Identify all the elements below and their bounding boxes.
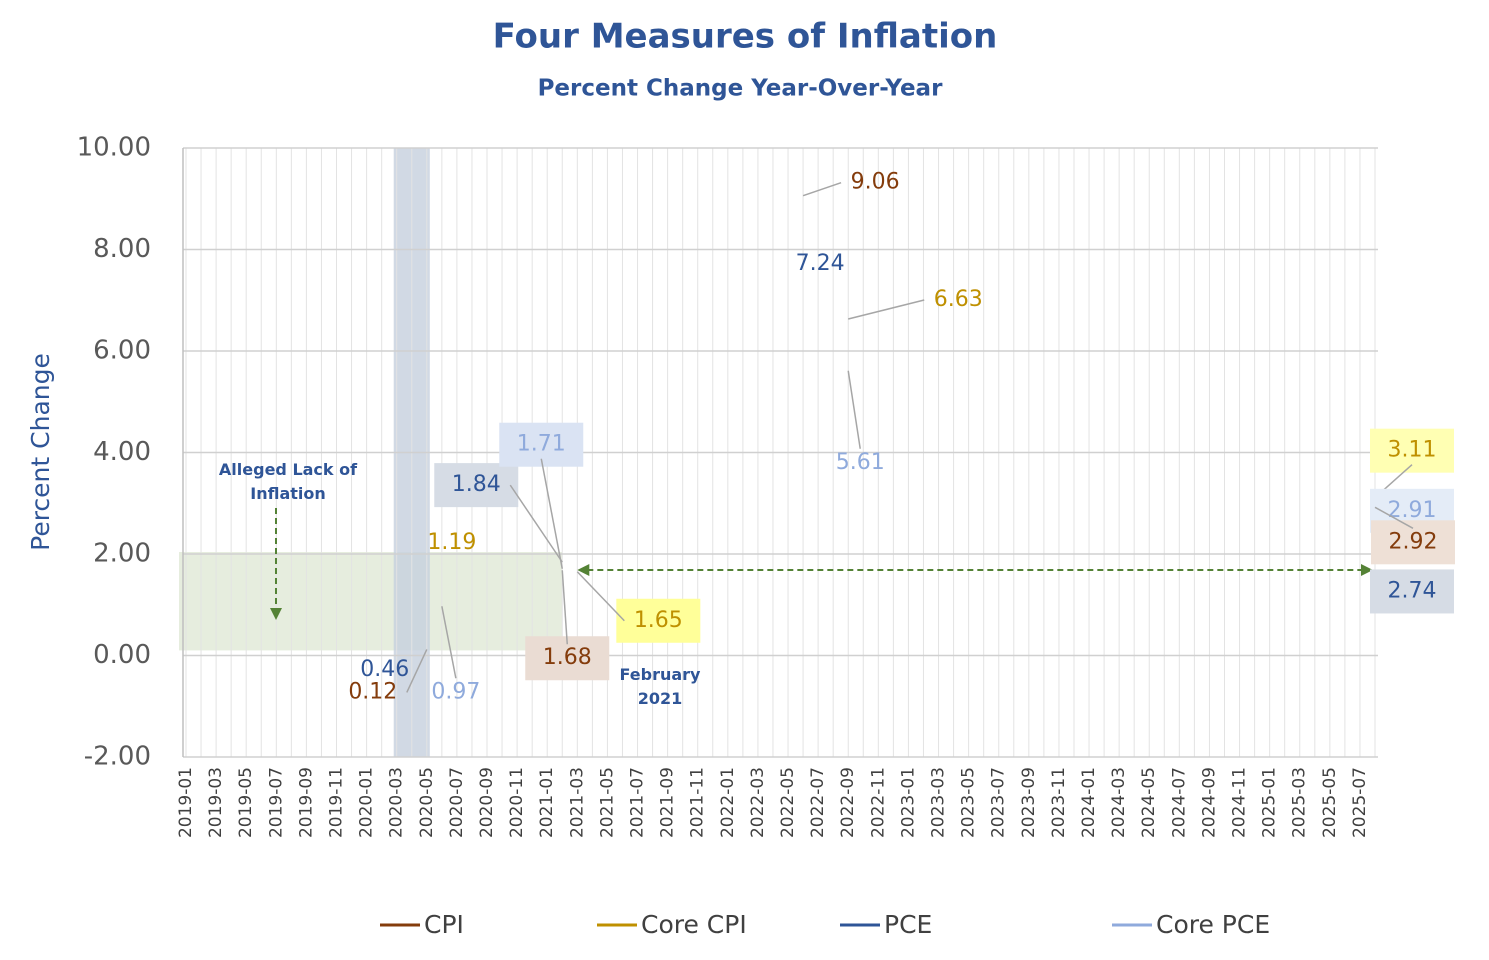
y-tick-label: 2.00	[93, 539, 151, 569]
chart-title: Four Measures of Inflation	[493, 17, 998, 57]
x-tick-label: 2025-03	[1290, 767, 1310, 838]
y-tick-label: 0.00	[93, 640, 151, 670]
x-tick-label: 2023-05	[959, 767, 979, 838]
x-tick-label: 2022-11	[868, 767, 888, 838]
x-tick-label: 2019-11	[327, 767, 347, 838]
leader-line	[576, 571, 625, 622]
x-tick-label: 2024-11	[1230, 767, 1250, 838]
data-label: 0.97	[431, 679, 480, 704]
leader-line	[540, 458, 564, 569]
x-tick-label: 2023-09	[1019, 767, 1039, 838]
annotation: Alleged Lack of Inflation	[219, 460, 358, 503]
y-tick-label: -2.00	[84, 742, 151, 772]
x-tick-label: 2025-07	[1350, 767, 1370, 838]
x-tick-label: 2019-03	[206, 767, 226, 838]
data-label: 2.74	[1388, 578, 1437, 603]
y-tick-label: 10.00	[77, 133, 151, 163]
leader-line	[509, 484, 563, 563]
leader-line	[441, 606, 457, 679]
data-label: 1.68	[543, 645, 592, 670]
legend-label: Core CPI	[641, 910, 747, 939]
x-tick-label: 2023-03	[929, 767, 949, 838]
x-tick-label: 2024-05	[1139, 767, 1159, 838]
x-tick-label: 2019-05	[236, 767, 256, 838]
x-tick-label: 2020-07	[447, 767, 467, 838]
x-tick-label: 2020-11	[507, 767, 527, 838]
chart-subtitle: Percent Change Year-Over-Year	[538, 76, 943, 102]
label-background	[434, 463, 519, 508]
arrow-head	[1361, 564, 1373, 576]
x-tick-label: 2024-07	[1169, 767, 1189, 838]
x-tick-label: 2020-05	[417, 767, 437, 838]
data-label: 7.24	[796, 251, 845, 276]
data-label: 3.11	[1388, 438, 1437, 463]
lack-of-inflation-zone	[179, 552, 563, 651]
x-tick-label: 2021-09	[658, 767, 678, 838]
y-tick-label: 4.00	[93, 437, 151, 467]
legend-label: Core PCE	[1156, 910, 1270, 939]
legend-label: PCE	[884, 910, 932, 939]
leader-line	[847, 370, 861, 449]
data-label: 2.92	[1389, 529, 1438, 554]
leader-line	[802, 181, 842, 197]
data-label: 0.46	[360, 657, 409, 682]
x-tick-label: 2022-03	[748, 767, 768, 838]
data-label: 0.12	[348, 679, 397, 704]
data-label: 1.19	[427, 530, 476, 555]
x-tick-label: 2021-05	[597, 767, 617, 838]
leader-line	[848, 299, 925, 320]
x-tick-label: 2024-01	[1079, 767, 1099, 838]
x-tick-label: 2024-09	[1199, 767, 1219, 838]
y-axis-label: Percent Change	[26, 353, 55, 551]
legend-label: CPI	[424, 910, 464, 939]
x-tick-label: 2020-03	[387, 767, 407, 838]
x-tick-label: 2025-01	[1260, 767, 1280, 838]
leader-line	[406, 649, 428, 693]
data-label: 9.06	[851, 170, 900, 195]
data-label: 1.65	[634, 608, 683, 633]
arrow-head	[270, 608, 282, 620]
data-label: 6.63	[934, 287, 983, 312]
data-label: 1.71	[517, 432, 566, 457]
x-tick-label: 2024-03	[1109, 767, 1129, 838]
x-tick-label: 2019-01	[176, 767, 196, 838]
x-tick-label: 2022-09	[838, 767, 858, 838]
x-tick-label: 2021-03	[567, 767, 587, 838]
data-label: 1.84	[452, 472, 501, 497]
x-tick-label: 2022-07	[808, 767, 828, 838]
label-background	[1370, 569, 1454, 614]
x-tick-label: 2023-07	[989, 767, 1009, 838]
x-tick-label: 2023-01	[898, 767, 918, 838]
label-background	[616, 598, 701, 643]
x-tick-label: 2022-05	[778, 767, 798, 838]
y-tick-label: 6.00	[93, 336, 151, 366]
annotation: February 2021	[620, 665, 702, 708]
y-tick-label: 8.00	[93, 234, 151, 264]
x-tick-label: 2023-11	[1049, 767, 1069, 838]
data-label: 5.61	[836, 450, 885, 475]
x-tick-label: 2021-01	[537, 767, 557, 838]
x-tick-label: 2020-01	[357, 767, 377, 838]
x-tick-label: 2022-01	[718, 767, 738, 838]
arrow-head	[577, 564, 590, 576]
x-tick-label: 2019-07	[266, 767, 286, 838]
leader-line	[561, 570, 569, 645]
x-tick-label: 2021-07	[628, 767, 648, 838]
x-tick-label: 2019-09	[296, 767, 316, 838]
leader-line	[1374, 506, 1414, 529]
x-tick-label: 2025-05	[1320, 767, 1340, 838]
x-tick-label: 2020-09	[477, 767, 497, 838]
x-tick-label: 2021-11	[688, 767, 708, 838]
